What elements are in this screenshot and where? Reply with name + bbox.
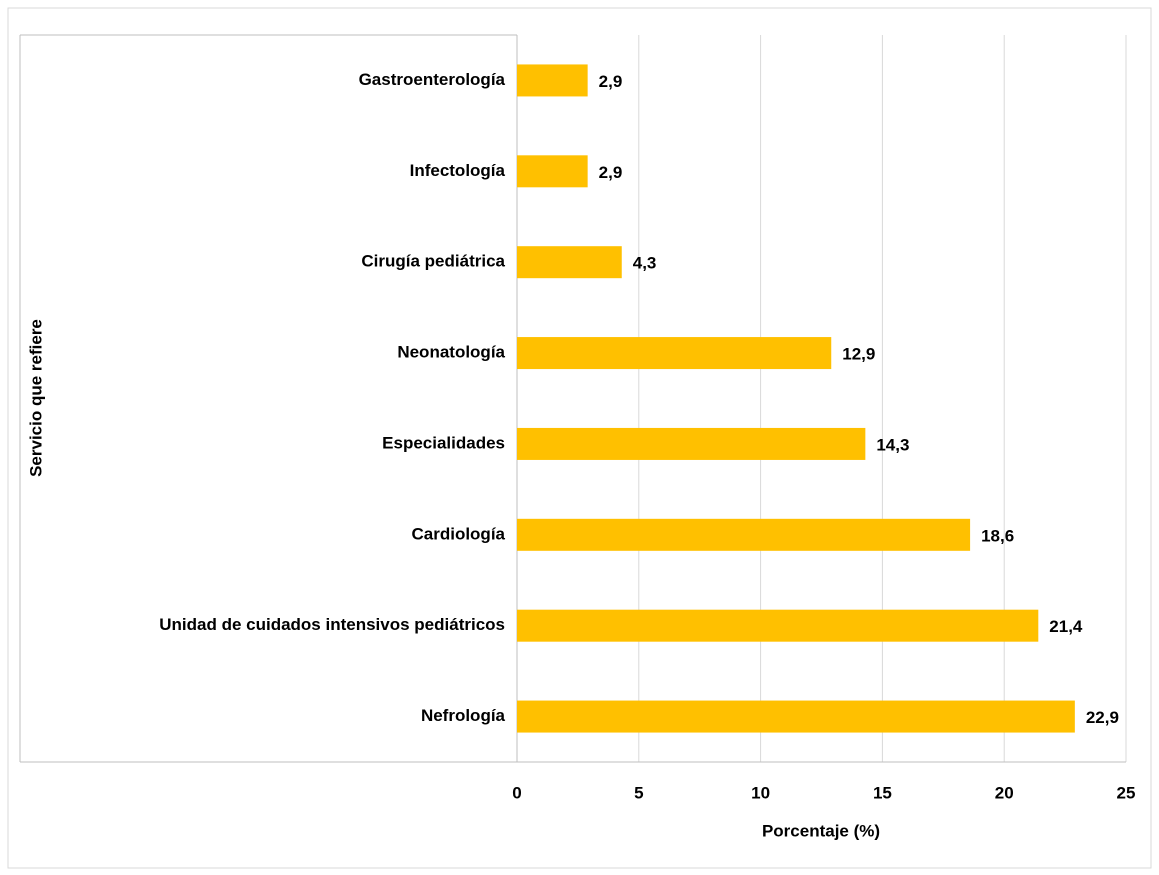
- bar: [517, 337, 832, 370]
- data-label: 4,3: [633, 254, 657, 273]
- x-tick-label: 10: [751, 783, 770, 802]
- x-tick-label: 25: [1117, 783, 1136, 802]
- y-tick-label: Gastroenterología: [359, 70, 506, 89]
- y-tick-label: Cirugía pediátrica: [361, 252, 505, 271]
- x-axis-title: Porcentaje (%): [762, 821, 880, 840]
- bar: [517, 155, 588, 188]
- data-label: 12,9: [842, 345, 875, 364]
- y-tick-label: Unidad de cuidados intensivos pediátrico…: [159, 615, 505, 634]
- bar: [517, 518, 971, 551]
- data-label: 2,9: [599, 72, 623, 91]
- x-tick-label: 15: [873, 783, 892, 802]
- x-tick-label: 5: [634, 783, 643, 802]
- chart-border: [7, 7, 1152, 869]
- bar: [517, 427, 866, 460]
- x-tick-label: 20: [995, 783, 1014, 802]
- data-label: 18,6: [981, 526, 1014, 545]
- y-tick-label: Nefrología: [421, 706, 506, 725]
- y-tick-label: Especialidades: [382, 433, 505, 452]
- bar: [517, 64, 588, 97]
- bar: [517, 246, 622, 279]
- y-tick-label: Infectología: [410, 161, 506, 180]
- data-label: 2,9: [599, 163, 623, 182]
- x-tick-label: 0: [512, 783, 521, 802]
- data-label: 21,4: [1049, 617, 1083, 636]
- data-label: 22,9: [1086, 708, 1119, 727]
- y-axis-title: Servicio que refiere: [26, 319, 45, 477]
- bar: [517, 609, 1039, 642]
- bar: [517, 700, 1075, 733]
- y-tick-label: Neonatología: [397, 343, 505, 362]
- data-label: 14,3: [876, 435, 909, 454]
- y-tick-label: Cardiología: [411, 524, 505, 543]
